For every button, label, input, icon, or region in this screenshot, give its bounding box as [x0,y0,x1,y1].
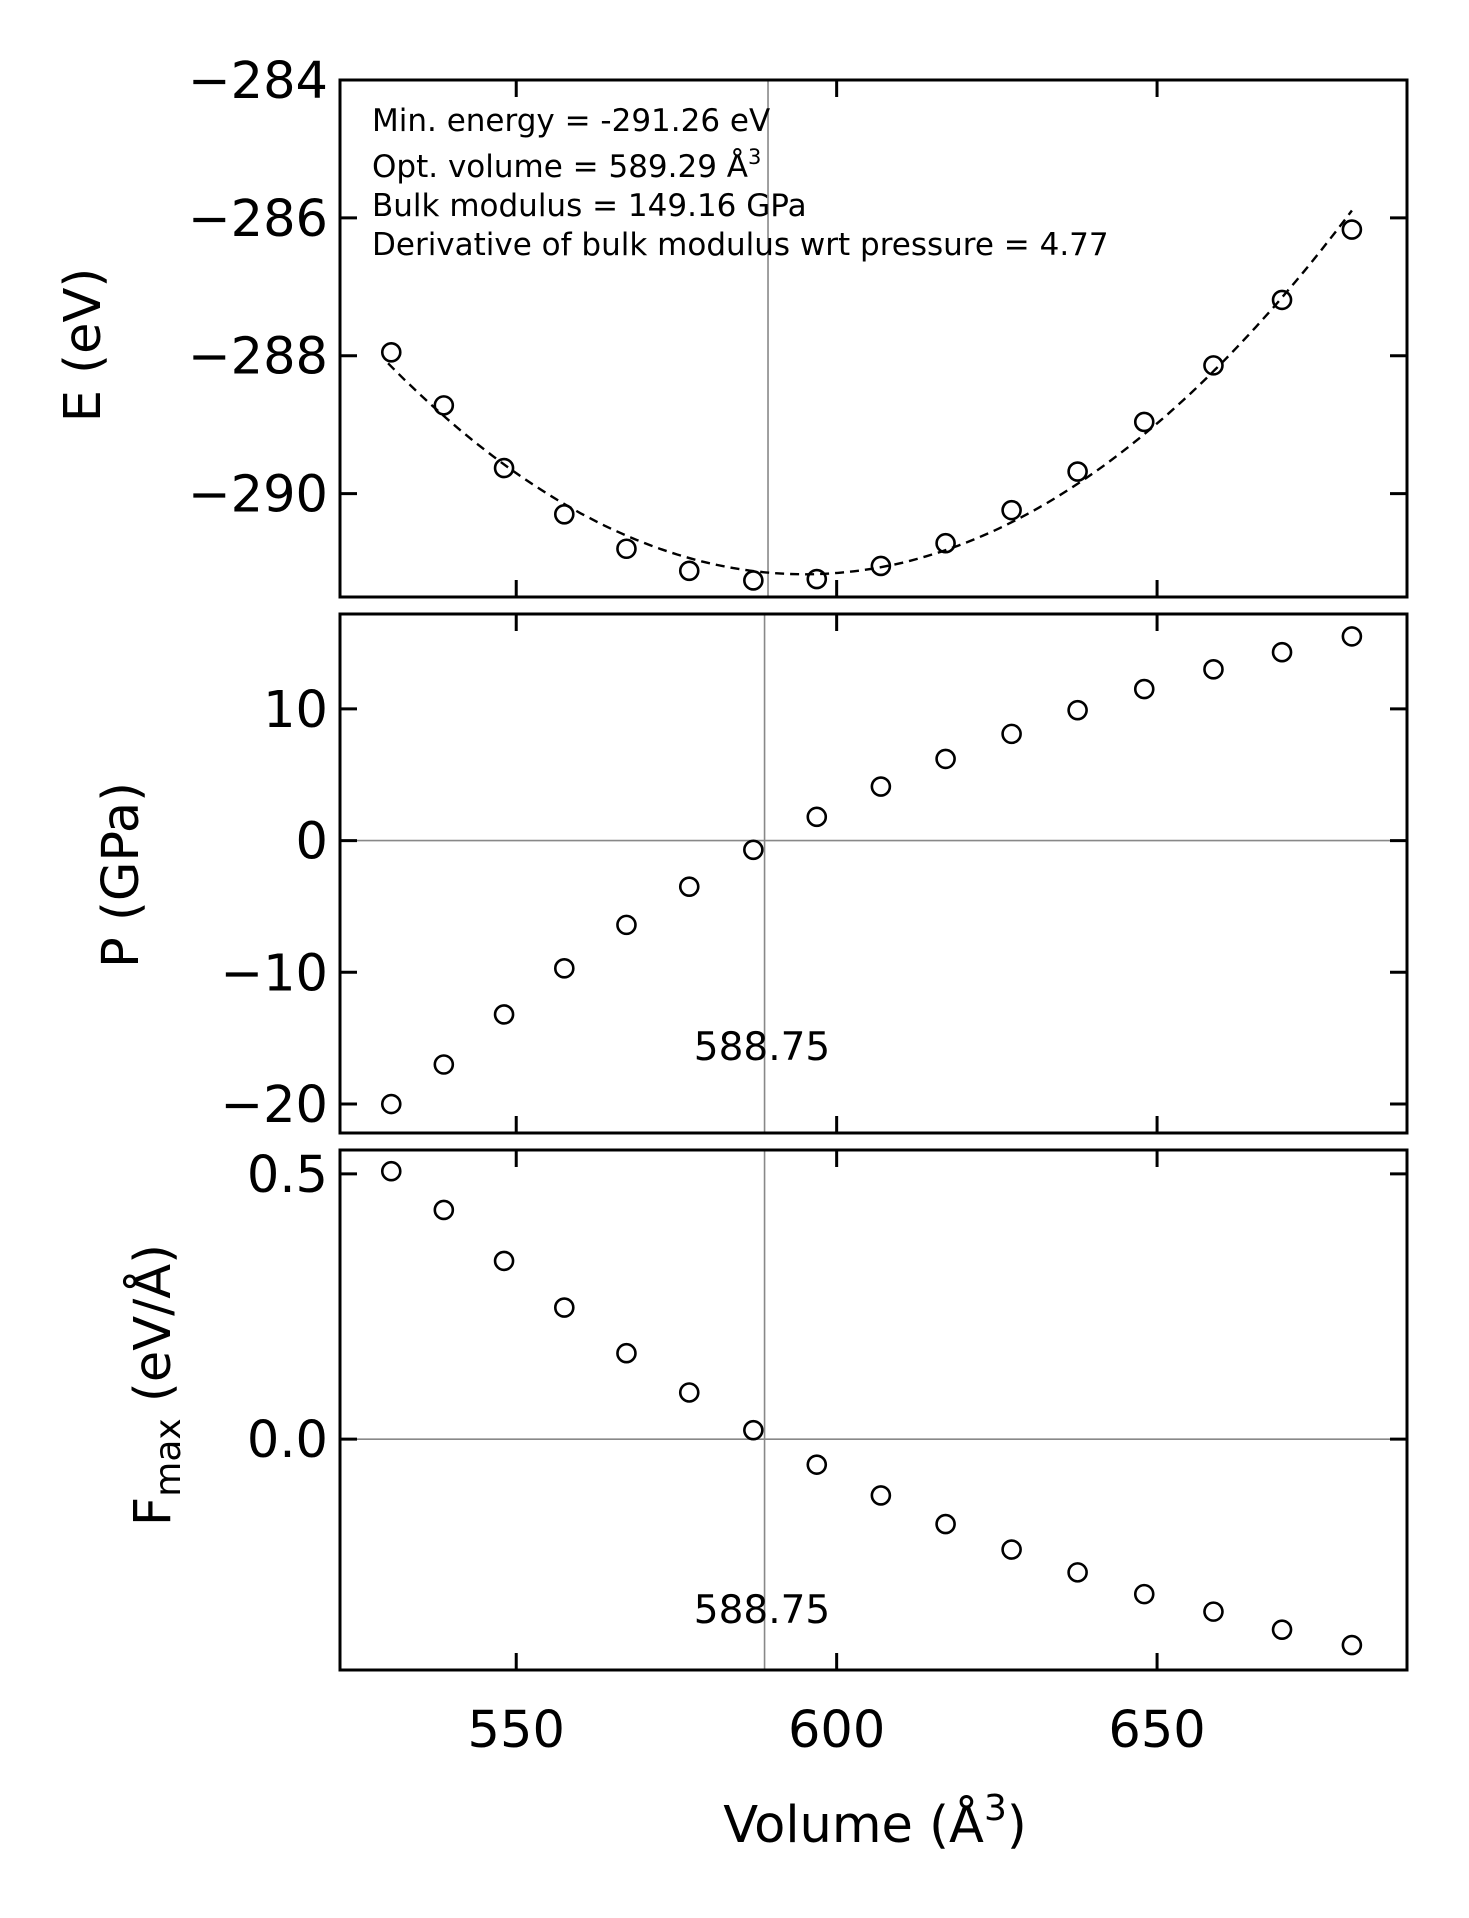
force-point-14 [1271,1619,1293,1640]
force-point-15 [1341,1634,1363,1656]
pressure-point-5 [678,876,700,897]
pressure-ytick-label-2: 0 [296,813,328,872]
force-point-13 [1203,1601,1224,1622]
force-point-2 [493,1250,515,1272]
bulk-modulus-annotation: Bulk modulus = 149.16 GPa [372,188,807,224]
energy-point-9 [935,532,956,554]
energy-point-0 [380,341,402,363]
energy-ytick-label-0: −290 [188,466,328,525]
pressure-point-13 [1203,659,1224,680]
panel-energy-frame [338,78,1409,599]
force-panel: Fmax (eV/Å) 588.75 Volume (Å3) 550 600 650… [121,1146,1409,1855]
energy-point-10 [1001,499,1022,521]
energy-point-13 [1203,355,1224,376]
pressure-ytick-label-3: 10 [263,681,328,740]
force-ylabel-suffix: (eV/Å) [121,1244,183,1418]
force-ylabel-sub: max [148,1418,189,1496]
pressure-point-14 [1271,641,1293,663]
energy-panel: E (eV) Min. energy = -291.26 eV Opt. vol… [54,52,1409,599]
energy-point-1 [433,395,455,416]
energy-point-3 [553,503,575,525]
energy-point-14 [1271,289,1293,311]
pressure-point-10 [1001,723,1022,745]
pressure-ytick-label-1: −10 [220,944,328,1003]
panel-force-frame [338,1148,1409,1672]
pressure-point-8 [870,776,892,797]
energy-point-6 [743,570,764,591]
energy-ytick-label-3: −284 [188,52,328,111]
panel-pressure-frame [338,612,1409,1135]
bulk-derivative-annotation: Derivative of bulk modulus wrt pressure … [372,227,1109,263]
force-ylabel: Fmax (eV/Å) [121,1244,189,1526]
opt-volume-sup: 3 [748,145,761,169]
energy-fit-curve [387,209,1353,576]
force-point-8 [870,1485,892,1506]
force-ytick-label-0: 0.0 [247,1411,328,1470]
energy-point-12 [1133,411,1155,433]
pressure-point-15 [1341,626,1363,647]
force-point-9 [935,1513,956,1535]
force-point-0 [380,1160,402,1182]
force-axes-frame [338,1148,1409,1672]
force-point-3 [553,1297,575,1318]
pressure-ylabel: P (GPa) [92,782,151,968]
force-point-11 [1067,1562,1088,1583]
force-point-7 [806,1454,828,1475]
opt-volume-annotation: Opt. volume = 589.29 Å3 [372,145,761,185]
energy-point-15 [1341,219,1363,240]
volume-xlabel-sup: 3 [984,1788,1007,1829]
energy-point-2 [493,457,515,479]
force-point-4 [616,1342,637,1364]
force-point-5 [678,1382,700,1403]
xtick-label-600: 600 [788,1701,885,1760]
fit-annotations: Min. energy = -291.26 eV Opt. volume = 5… [372,103,1109,263]
opt-volume-text: Opt. volume = 589.29 Å [372,149,748,185]
min-energy-annotation: Min. energy = -291.26 eV [372,103,770,139]
pressure-vline-label: 588.75 [694,1025,830,1070]
xtick-label-550: 550 [468,1701,565,1760]
force-ytick-label-1: 0.5 [247,1146,328,1205]
force-ylabel-main: F [124,1497,183,1526]
energy-point-7 [806,568,828,590]
xtick-label-650: 650 [1108,1701,1205,1760]
energy-ylabel: E (eV) [54,268,113,423]
energy-point-4 [616,538,637,560]
pressure-point-6 [743,839,764,861]
force-vline-label: 588.75 [694,1588,830,1633]
energy-point-8 [870,555,892,577]
energy-ytick-label-2: −286 [188,190,328,249]
pressure-panel: P (GPa) 588.75 −20 −10 0 10 [92,612,1409,1135]
pressure-point-11 [1067,699,1088,721]
energy-axes-frame [338,78,1409,599]
pressure-point-2 [493,1004,515,1025]
force-point-6 [743,1419,764,1441]
volume-xlabel: Volume (Å3) [723,1788,1027,1855]
volume-xlabel-main: Volume (Å [723,1793,984,1855]
pressure-point-0 [380,1093,402,1115]
pressure-point-7 [806,806,828,828]
pressure-point-4 [616,914,637,936]
pressure-axes-frame [338,612,1409,1135]
pressure-point-1 [433,1054,455,1075]
volume-xlabel-suffix: ) [1007,1796,1027,1855]
force-point-10 [1001,1539,1022,1560]
energy-ytick-label-1: −288 [188,328,328,387]
pressure-ytick-label-0: −20 [220,1076,328,1135]
force-point-12 [1133,1583,1155,1605]
pressure-point-12 [1133,678,1155,700]
energy-point-11 [1067,461,1088,482]
energy-point-5 [678,560,700,582]
pressure-point-3 [553,958,575,979]
force-point-1 [433,1199,455,1221]
pressure-point-9 [935,748,956,770]
